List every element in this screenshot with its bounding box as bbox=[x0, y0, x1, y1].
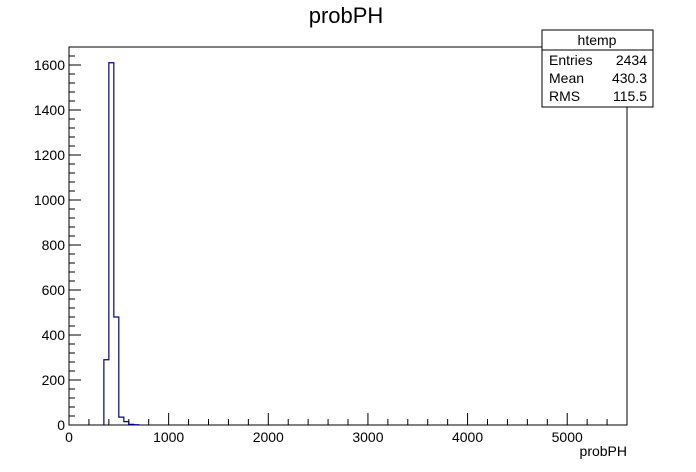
stats-entries-value: 2434 bbox=[616, 52, 647, 68]
histogram-bin bbox=[119, 417, 124, 425]
stats-rms-value: 115.5 bbox=[613, 88, 647, 104]
x-tick-label: 4000 bbox=[452, 429, 483, 445]
x-tick-label: 5000 bbox=[552, 429, 583, 445]
stats-mean-value: 430.3 bbox=[612, 70, 647, 86]
x-tick-label: 0 bbox=[65, 429, 73, 445]
y-tick-label: 1000 bbox=[34, 192, 65, 208]
stats-box-frame bbox=[541, 29, 654, 108]
x-tick-label: 3000 bbox=[352, 429, 383, 445]
stats-mean-label: Mean bbox=[549, 70, 584, 86]
y-tick-label: 1200 bbox=[34, 147, 65, 163]
axes: 0 1000 2000 3000 4000 5000 0 200 400 600 800 1000 12… bbox=[34, 46, 628, 445]
x-axis-title: probPH bbox=[580, 443, 627, 459]
y-tick-label: 600 bbox=[42, 282, 66, 298]
y-tick-label: 0 bbox=[57, 417, 65, 433]
histogram-bin bbox=[114, 317, 119, 425]
stats-box-name: htemp bbox=[578, 32, 617, 48]
chart-title: probPH bbox=[309, 3, 384, 28]
y-tick-label: 800 bbox=[42, 237, 66, 253]
y-tick-label: 1400 bbox=[34, 102, 65, 118]
histogram-outline bbox=[103, 62, 140, 426]
histogram-bin bbox=[104, 360, 109, 425]
y-tick-label: 400 bbox=[42, 327, 66, 343]
x-tick-label: 2000 bbox=[253, 429, 284, 445]
y-tick-label: 200 bbox=[42, 372, 66, 388]
stats-box: htemp Entries 2434 Mean 430.3 RMS 115.5 bbox=[541, 29, 654, 108]
histogram-bin bbox=[109, 63, 114, 425]
stats-rms-label: RMS bbox=[549, 88, 580, 104]
y-tick-label: 1600 bbox=[34, 57, 65, 73]
x-tick-label: 1000 bbox=[153, 429, 184, 445]
stats-entries-label: Entries bbox=[549, 52, 593, 68]
